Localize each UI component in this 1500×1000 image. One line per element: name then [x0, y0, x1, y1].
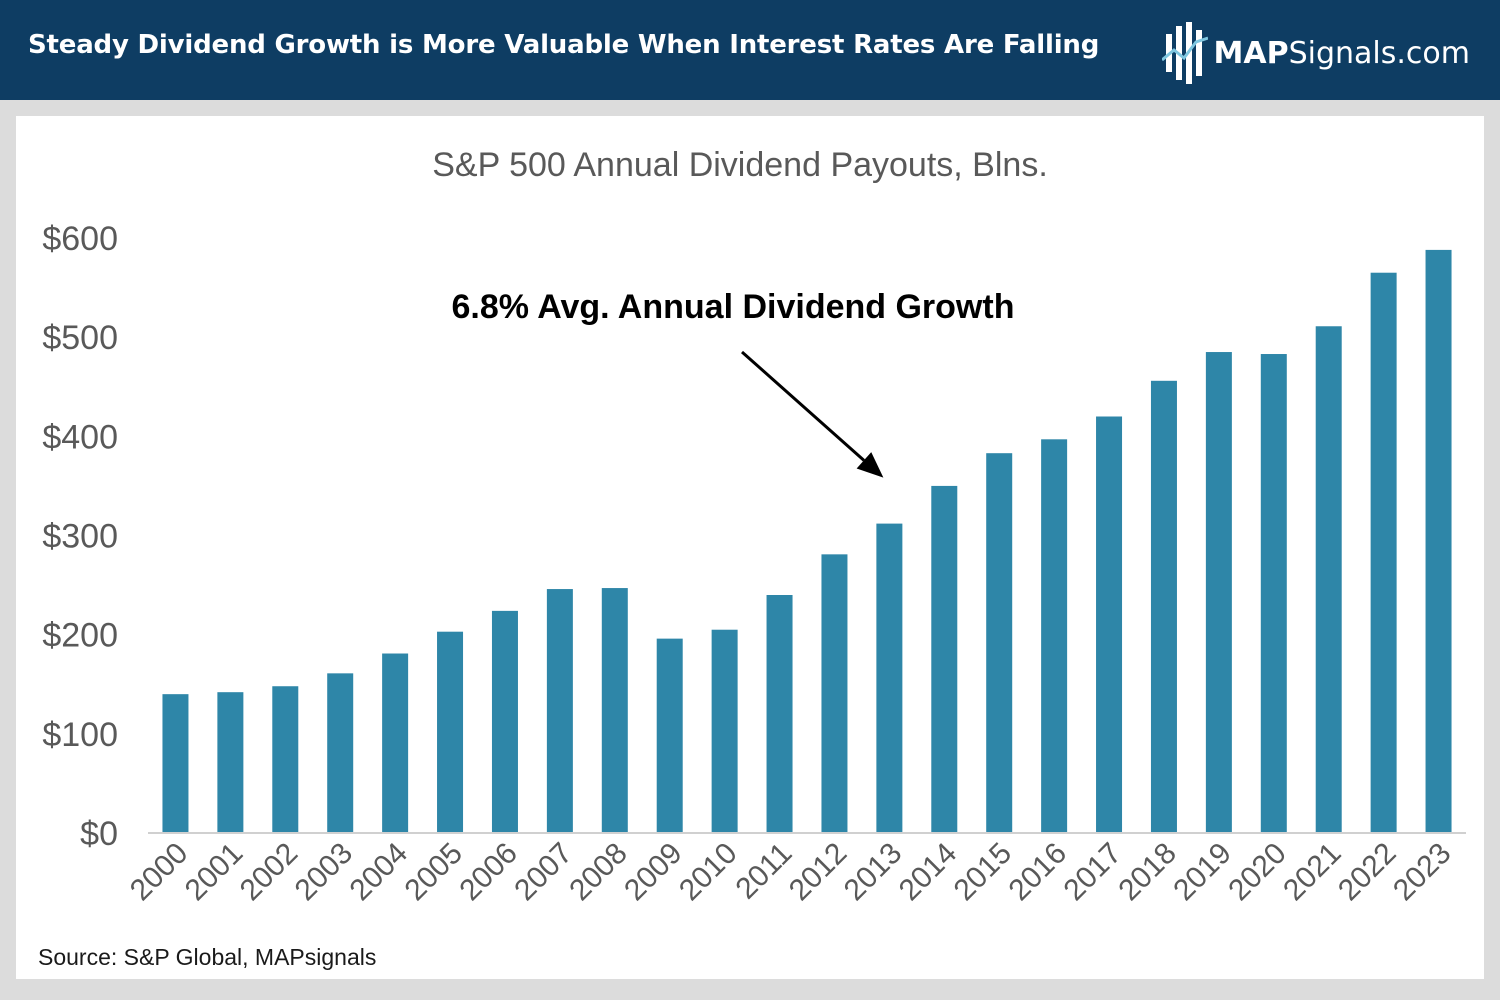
bar-2016	[1041, 439, 1068, 833]
bar-2010	[711, 629, 738, 833]
x-tick-label: 2009	[618, 837, 689, 908]
annotation-arrow-head	[856, 452, 884, 478]
bar-2004	[382, 653, 409, 833]
x-tick-label: 2021	[1277, 837, 1348, 908]
x-tick-label: 2014	[893, 837, 964, 908]
bar-2021	[1315, 326, 1342, 833]
bar-2017	[1096, 416, 1123, 833]
bar-2013	[876, 523, 903, 833]
bar-2002	[272, 686, 299, 833]
x-tick-label: 2005	[398, 837, 469, 908]
source-note: Source: S&P Global, MAPsignals	[38, 944, 377, 970]
x-tick-label: 2000	[124, 837, 195, 908]
brand-logo: MAPSignals.com	[1161, 18, 1470, 88]
x-tick-label: 2015	[948, 837, 1019, 908]
x-tick-label: 2012	[783, 837, 854, 908]
x-tick-label: 2011	[730, 837, 799, 906]
bar-2019	[1205, 352, 1232, 833]
x-tick-label: 2018	[1112, 837, 1183, 908]
x-tick-label: 2013	[838, 837, 909, 908]
y-tick-label: $200	[42, 617, 118, 655]
y-tick-label: $100	[42, 716, 118, 754]
bar-2000	[162, 694, 189, 833]
x-tick-label: 2003	[289, 837, 360, 908]
mapsignals-logo-icon	[1161, 22, 1208, 84]
chart-title: S&P 500 Annual Dividend Payouts, Blns.	[432, 146, 1048, 184]
x-tick-label: 2007	[508, 837, 579, 908]
x-tick-label: 2023	[1387, 837, 1458, 908]
y-tick-label: $0	[80, 815, 118, 853]
bar-2018	[1150, 380, 1177, 833]
y-tick-label: $600	[42, 220, 118, 258]
header-banner: Steady Dividend Growth is More Valuable …	[0, 0, 1500, 100]
bar-2012	[821, 554, 848, 833]
bar-2007	[546, 589, 573, 833]
bar-2020	[1260, 354, 1287, 833]
bar-2022	[1370, 272, 1397, 833]
x-tick-label: 2020	[1222, 837, 1293, 908]
y-tick-label: $400	[42, 418, 118, 456]
page-title: Steady Dividend Growth is More Valuable …	[28, 30, 1100, 60]
bar-2009	[656, 638, 683, 833]
bar-2015	[986, 453, 1013, 833]
bar-2005	[437, 631, 464, 833]
x-tick-label: 2006	[453, 837, 524, 908]
y-tick-label: $300	[42, 518, 118, 556]
bar-2014	[931, 485, 958, 833]
x-tick-label: 2022	[1332, 837, 1403, 908]
bar-2001	[217, 692, 244, 833]
bar-2023	[1425, 249, 1452, 833]
y-tick-label: $500	[42, 319, 118, 357]
chart-panel	[16, 116, 1484, 979]
x-tick-label: 2010	[673, 837, 744, 908]
x-tick-label: 2017	[1057, 837, 1128, 908]
bar-2003	[327, 673, 354, 833]
x-tick-label: 2001	[179, 837, 250, 908]
bar-2008	[601, 588, 628, 833]
brand-name: MAPSignals.com	[1213, 35, 1470, 71]
x-tick-label: 2008	[563, 837, 634, 908]
x-tick-label: 2002	[234, 837, 305, 908]
annotation-arrow-line	[741, 350, 865, 462]
x-tick-label: 2004	[344, 837, 415, 908]
x-tick-label: 2019	[1167, 837, 1238, 908]
bar-2006	[491, 610, 518, 833]
bar-2011	[766, 595, 793, 833]
annotation-label: 6.8% Avg. Annual Dividend Growth	[452, 288, 1015, 326]
x-tick-label: 2016	[1003, 837, 1074, 908]
